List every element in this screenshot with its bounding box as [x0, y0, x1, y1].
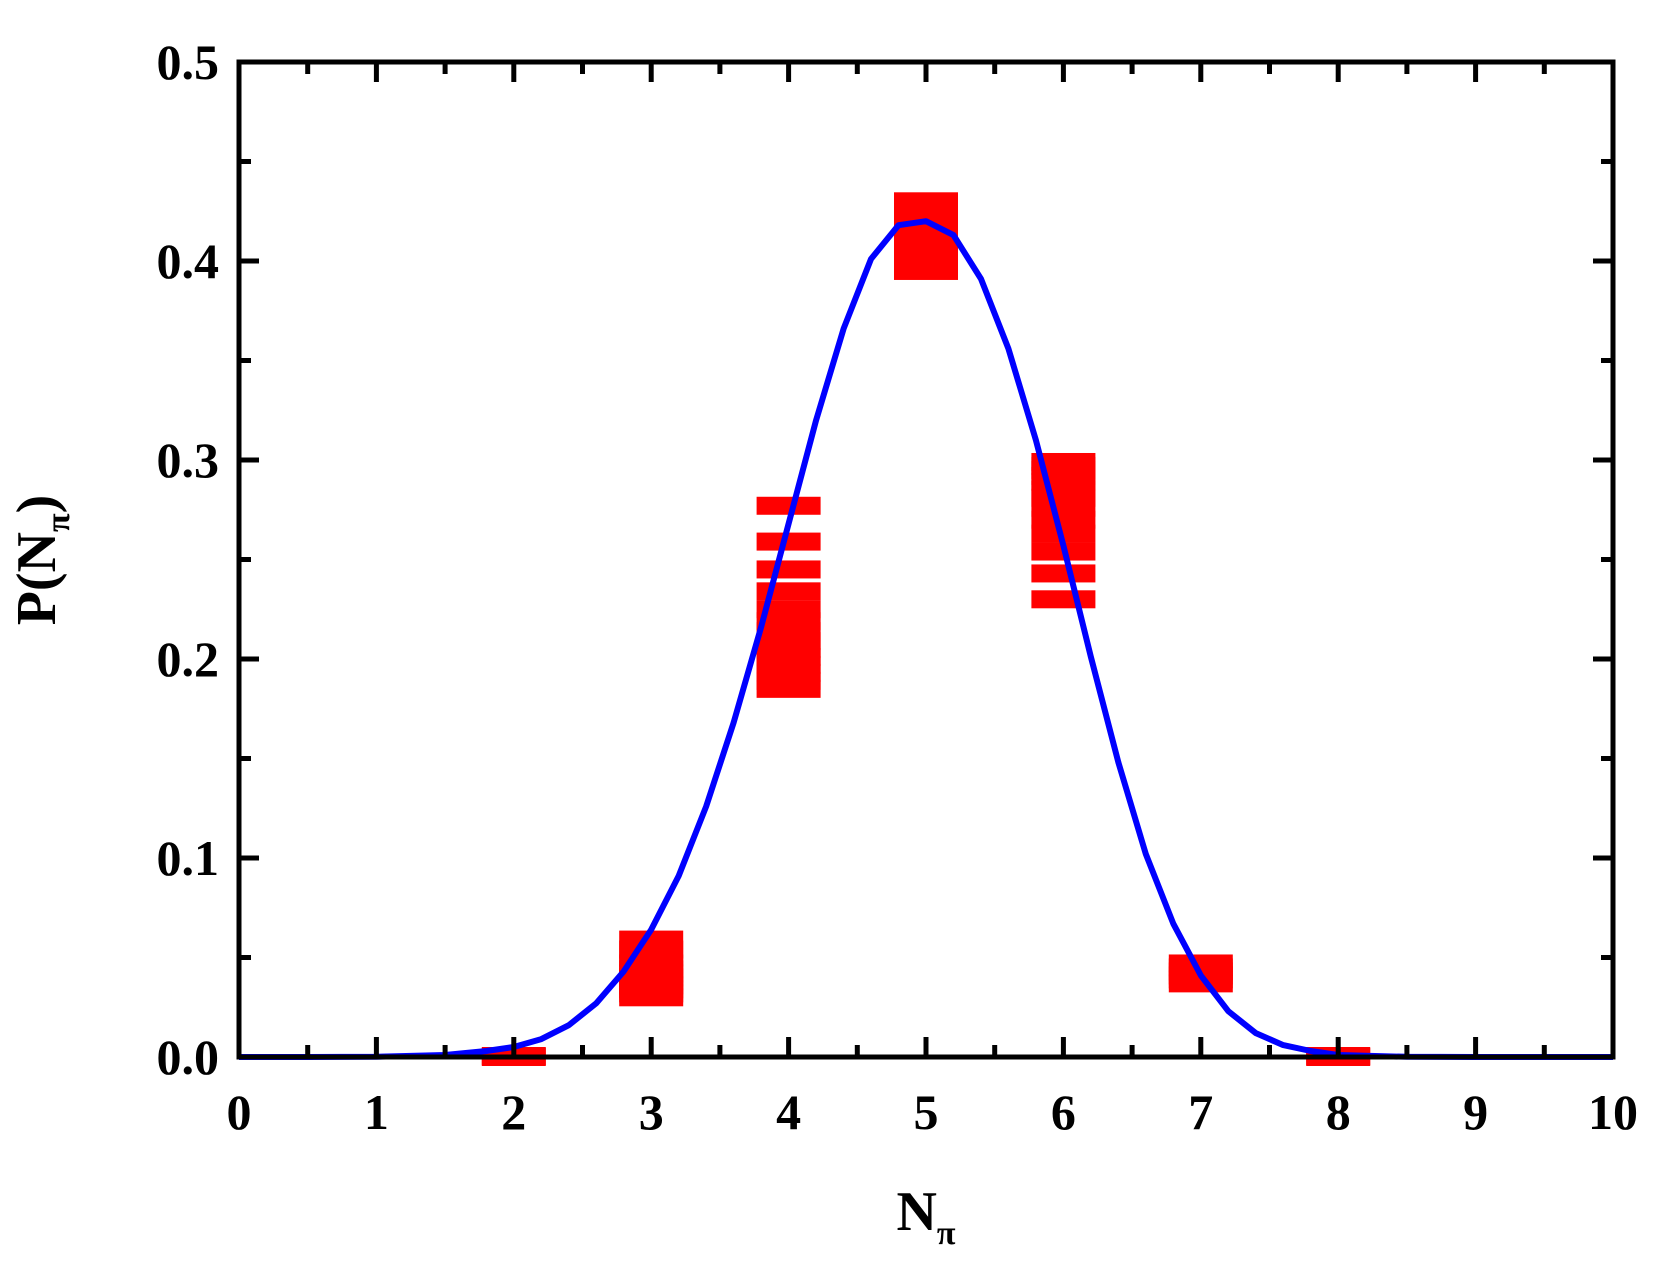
labels-layer: 0 1 2 3 4 5 6 7 8 9 10 0.0 0.1 0.2 0.3 0.4 0.5	[157, 34, 1639, 1140]
y-tick-label: 0.5	[157, 34, 220, 90]
y-tick-label: 0.1	[157, 830, 220, 886]
y-tick-label: 0.2	[157, 631, 220, 687]
y-tick-label: 0.4	[157, 233, 220, 289]
x-tick-label: 8	[1326, 1084, 1351, 1140]
y-tick-label: 0.3	[157, 432, 220, 488]
x-axis-label: Nπ	[896, 1181, 955, 1252]
data-point	[1168, 954, 1233, 973]
data-point	[894, 250, 958, 269]
y-tick-label: 0.0	[157, 1029, 220, 1085]
series-layer	[239, 192, 1613, 1066]
data-point	[1031, 524, 1096, 543]
x-tick-label: 3	[639, 1084, 664, 1140]
x-tick-label: 5	[914, 1084, 939, 1140]
data-point	[1031, 564, 1096, 583]
x-axis-label-sub: π	[937, 1215, 956, 1252]
data-point	[1031, 452, 1096, 471]
y-axis-label-main: P(N	[6, 532, 68, 625]
data-point	[756, 532, 821, 551]
x-tick-label: 7	[1188, 1084, 1213, 1140]
data-point	[619, 930, 684, 949]
x-tick-label: 10	[1588, 1084, 1638, 1140]
y-axis-label-sub: π	[40, 513, 77, 532]
fit-curve	[239, 218, 1613, 1060]
x-tick-label: 0	[227, 1084, 252, 1140]
x-axis-label-main: N	[896, 1181, 936, 1243]
data-point	[756, 496, 821, 515]
y-axis-label: P(Nπ)	[6, 495, 77, 626]
ticks-layer	[236, 59, 1616, 1060]
data-point	[1031, 590, 1096, 609]
x-tick-label: 6	[1051, 1084, 1076, 1140]
data-point	[756, 600, 821, 619]
data-point	[756, 560, 821, 579]
y-axis-label-close: )	[6, 495, 68, 514]
data-point	[894, 192, 958, 211]
x-tick-label: 4	[776, 1084, 801, 1140]
x-tick-label: 2	[501, 1084, 526, 1140]
x-tick-label: 9	[1463, 1084, 1488, 1140]
x-tick-label: 1	[364, 1084, 389, 1140]
